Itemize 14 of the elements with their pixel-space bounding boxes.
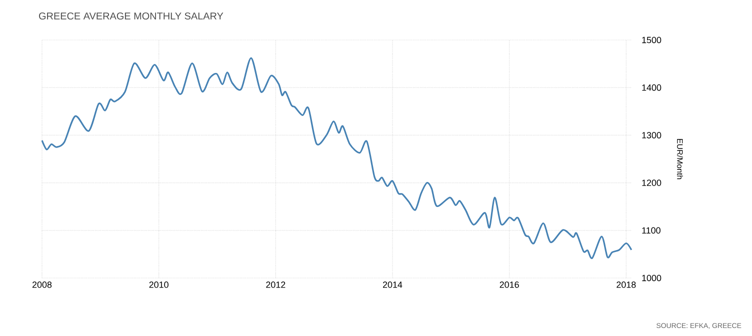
line-series [41, 57, 632, 259]
y-tick-label: 1200 [642, 180, 662, 186]
y-tick-label: 1500 [642, 36, 662, 44]
x-tick-label: 2018 [616, 282, 636, 288]
x-tick-label: 2014 [382, 282, 402, 288]
y-tick-label: 1300 [642, 132, 662, 138]
y-tick-label: 1100 [642, 227, 660, 234]
y-tick-label: 1400 [642, 84, 662, 91]
x-tick-label: 2010 [149, 282, 168, 288]
x-tick-label: 2016 [500, 282, 519, 288]
x-tick-label: 2008 [32, 282, 52, 288]
chart-title: GREECE AVERAGE MONTHLY SALARY [39, 12, 224, 20]
y-tick-label: 1000 [642, 274, 662, 282]
x-tick-label: 2012 [266, 282, 286, 288]
